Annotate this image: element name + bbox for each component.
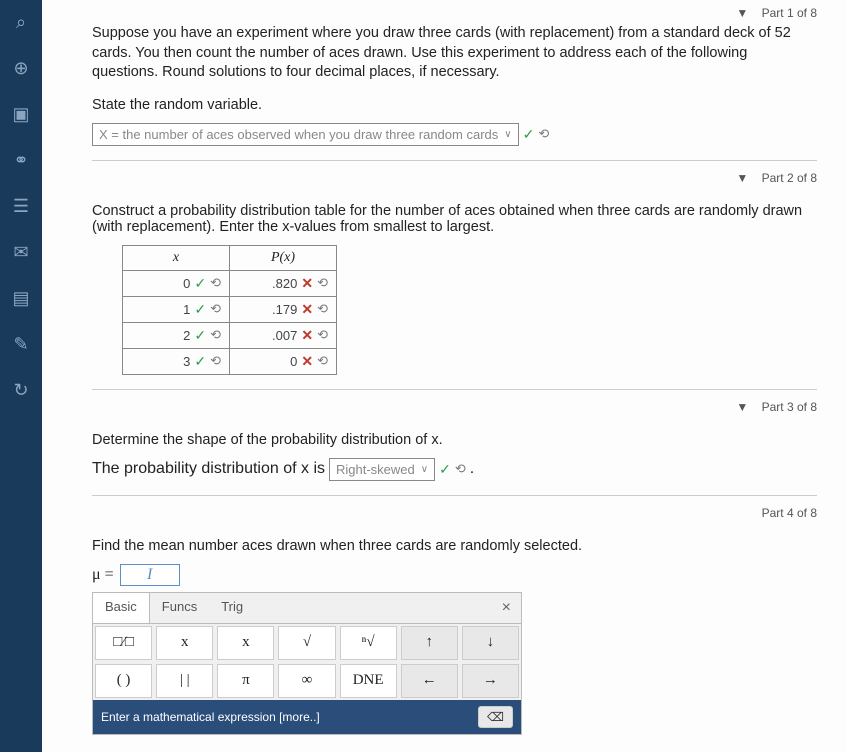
backspace-button[interactable]: ⌫ — [478, 706, 513, 728]
tab-trig[interactable]: Trig — [209, 593, 255, 623]
key-x[interactable]: x — [156, 626, 213, 660]
retry-icon[interactable]: ⟲ — [210, 275, 221, 291]
part-3-label: Part 3 of 8 — [762, 400, 817, 414]
cross-icon: ✕ — [301, 353, 313, 370]
q1-prompt: State the random variable. — [92, 97, 817, 113]
tab-basic[interactable]: Basic — [93, 593, 150, 623]
cross-icon: ✕ — [301, 301, 313, 318]
key-dne[interactable]: DNE — [340, 664, 397, 698]
retry-icon[interactable]: ⟲ — [317, 353, 328, 369]
part-4-header[interactable]: Part 4 of 8 — [92, 500, 817, 524]
part-2-label: Part 2 of 8 — [762, 171, 817, 185]
math-keypad: Basic Funcs Trig × □⁄□ x x √ ⁿ√ ↑ ↓ ( ) … — [92, 592, 522, 735]
check-icon: ✓ — [194, 327, 206, 344]
retry-icon[interactable]: ⟲ — [455, 461, 466, 477]
header-px: P(x) — [230, 245, 337, 270]
key-abs[interactable]: | | — [156, 664, 213, 698]
key-pi[interactable]: π — [217, 664, 274, 698]
part-1-label: Part 1 of 8 — [762, 6, 817, 20]
table-row: 0 ✓ ⟲ .820 ✕ ⟲ — [123, 270, 337, 296]
table-row: 2 ✓ ⟲ .007 ✕ ⟲ — [123, 322, 337, 348]
enter-expression-hint[interactable]: Enter a mathematical expression [more..] — [101, 710, 320, 724]
check-icon: ✓ — [194, 301, 206, 318]
header-x: x — [123, 245, 230, 270]
q3-answer-select[interactable]: Right-skewed ∨ — [329, 458, 435, 481]
x-value[interactable]: 2 — [183, 328, 190, 343]
collapse-icon[interactable]: ▼ — [736, 171, 748, 185]
q1-answer-text: X = the number of aces observed when you… — [99, 127, 498, 142]
q3-prompt: Determine the shape of the probability d… — [92, 432, 817, 448]
retry-icon[interactable]: ⟲ — [538, 126, 549, 142]
key-left[interactable]: ← — [401, 664, 458, 698]
refresh-icon[interactable]: ↻ — [9, 378, 33, 402]
retry-icon[interactable]: ⟲ — [210, 353, 221, 369]
retry-icon[interactable]: ⟲ — [317, 327, 328, 343]
tab-funcs[interactable]: Funcs — [150, 593, 209, 623]
main-content: ▼ Part 1 of 8 Suppose you have an experi… — [42, 0, 847, 752]
check-icon: ✓ — [194, 275, 206, 292]
mu-input[interactable]: I — [120, 564, 180, 586]
chevron-down-icon: ∨ — [421, 464, 428, 475]
question-intro: Suppose you have an experiment where you… — [92, 24, 817, 83]
cross-icon: ✕ — [301, 327, 313, 344]
key-nroot[interactable]: ⁿ√ — [340, 626, 397, 660]
globe-icon[interactable]: ⊕ — [9, 56, 33, 80]
table-row: 1 ✓ ⟲ .179 ✕ ⟲ — [123, 296, 337, 322]
check-icon: ✓ — [439, 461, 451, 478]
x-value[interactable]: 3 — [183, 354, 190, 369]
check-icon: ✓ — [194, 353, 206, 370]
key-up[interactable]: ↑ — [401, 626, 458, 660]
distribution-table: x P(x) 0 ✓ ⟲ .820 ✕ ⟲ 1 ✓ ⟲ .179 ✕ ⟲ 2 ✓… — [122, 245, 337, 375]
x-value[interactable]: 0 — [183, 276, 190, 291]
part-2-header[interactable]: ▼ Part 2 of 8 — [92, 165, 817, 189]
key-fraction[interactable]: □⁄□ — [95, 626, 152, 660]
chevron-down-icon: ∨ — [504, 129, 511, 140]
q3-answer-text: Right-skewed — [336, 462, 415, 477]
search-icon[interactable]: ⌕ — [9, 10, 33, 34]
p-value[interactable]: .179 — [272, 302, 297, 317]
q2-prompt: Construct a probability distribution tab… — [92, 203, 817, 235]
sidebar: ⌕ ⊕ ▣ ⚭ ☰ ✉ ▤ ✎ ↻ — [0, 0, 42, 752]
retry-icon[interactable]: ⟲ — [210, 327, 221, 343]
retry-icon[interactable]: ⟲ — [210, 301, 221, 317]
list-icon[interactable]: ☰ — [9, 194, 33, 218]
q4-prompt: Find the mean number aces drawn when thr… — [92, 538, 817, 554]
table-row: 3 ✓ ⟲ 0 ✕ ⟲ — [123, 348, 337, 374]
part-3-header[interactable]: ▼ Part 3 of 8 — [92, 394, 817, 418]
key-infinity[interactable]: ∞ — [278, 664, 335, 698]
collapse-icon[interactable]: ▼ — [736, 6, 748, 20]
notes-icon[interactable]: ▤ — [9, 286, 33, 310]
people-icon[interactable]: ⚭ — [9, 148, 33, 172]
collapse-icon[interactable]: ▼ — [736, 400, 748, 414]
panel-icon[interactable]: ▣ — [9, 102, 33, 126]
q3-sentence-pre: The probability distribution of x is — [92, 460, 325, 478]
edit-icon[interactable]: ✎ — [9, 332, 33, 356]
keypad-close-button[interactable]: × — [492, 593, 521, 623]
q1-answer-select[interactable]: X = the number of aces observed when you… — [92, 123, 519, 146]
key-sqrt[interactable]: √ — [278, 626, 335, 660]
check-icon: ✓ — [523, 126, 535, 143]
key-down[interactable]: ↓ — [462, 626, 519, 660]
p-value[interactable]: .820 — [272, 276, 297, 291]
p-value[interactable]: 0 — [290, 354, 297, 369]
part-1-header[interactable]: ▼ Part 1 of 8 — [92, 0, 817, 24]
retry-icon[interactable]: ⟲ — [317, 301, 328, 317]
retry-icon[interactable]: ⟲ — [317, 275, 328, 291]
mail-icon[interactable]: ✉ — [9, 240, 33, 264]
x-value[interactable]: 1 — [183, 302, 190, 317]
cross-icon: ✕ — [301, 275, 313, 292]
q3-period: . — [470, 460, 474, 478]
key-right[interactable]: → — [462, 664, 519, 698]
key-parens[interactable]: ( ) — [95, 664, 152, 698]
part-4-label: Part 4 of 8 — [762, 506, 817, 520]
key-x-var[interactable]: x — [217, 626, 274, 660]
mu-label: μ = — [92, 566, 114, 584]
p-value[interactable]: .007 — [272, 328, 297, 343]
